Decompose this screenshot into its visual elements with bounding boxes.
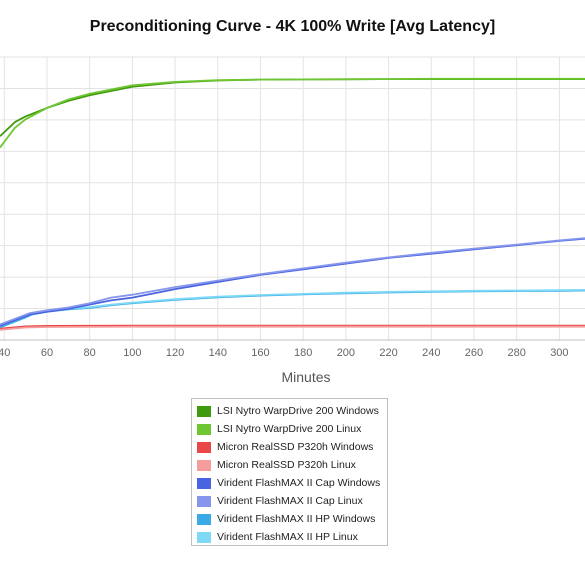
legend-item: Virident FlashMAX II HP Windows [197, 510, 387, 528]
legend-swatch [197, 531, 211, 543]
legend-swatch [197, 477, 211, 489]
series-line-3 [0, 324, 585, 330]
series-line-6 [0, 237, 585, 326]
x-tick-label: 60 [41, 347, 53, 359]
legend-swatch [197, 441, 211, 453]
legend-item: Micron RealSSD P320h Windows [197, 438, 387, 456]
legend-swatch [197, 495, 211, 507]
legend-label: Virident FlashMAX II Cap Linux [217, 495, 363, 507]
legend-label: Micron RealSSD P320h Windows [217, 441, 374, 453]
legend-swatch [197, 513, 211, 525]
series-line-4 [0, 325, 585, 331]
series-line-1 [0, 78, 585, 137]
legend-swatch [197, 423, 211, 435]
legend-label: Virident FlashMAX II HP Windows [217, 513, 376, 525]
x-tick-label: 160 [251, 347, 269, 359]
x-axis-label: Minutes [281, 369, 331, 385]
x-tick-label: 40 [0, 347, 10, 359]
legend-label: Micron RealSSD P320h Linux [217, 459, 356, 471]
x-tick-label: 280 [507, 347, 525, 359]
x-tick-label: 180 [294, 347, 312, 359]
legend-label: LSI Nytro WarpDrive 200 Linux [217, 423, 362, 435]
legend-item: LSI Nytro WarpDrive 200 Windows [197, 402, 387, 420]
x-tick-label: 100 [123, 347, 141, 359]
legend: LSI Nytro WarpDrive 200 Windows LSI Nytro… [191, 398, 388, 546]
x-tick-label: 120 [166, 347, 184, 359]
x-tick-label: 140 [209, 347, 227, 359]
chart-title: Preconditioning Curve - 4K 100% Write [A… [89, 18, 496, 35]
legend-swatch [197, 405, 211, 417]
x-tick-label: 220 [379, 347, 397, 359]
x-tick-label: 80 [84, 347, 96, 359]
series-line-5 [0, 237, 585, 327]
legend-item: Virident FlashMAX II Cap Windows [197, 474, 387, 492]
legend-item: Micron RealSSD P320h Linux [197, 456, 387, 474]
x-tick-label: 200 [337, 347, 355, 359]
legend-swatch [197, 459, 211, 471]
x-tick-label: 260 [465, 347, 483, 359]
legend-label: LSI Nytro WarpDrive 200 Windows [217, 405, 379, 417]
legend-label: Virident FlashMAX II Cap Windows [217, 477, 381, 489]
legend-item: LSI Nytro WarpDrive 200 Linux [197, 420, 387, 438]
legend-item: Virident FlashMAX II HP Linux [197, 528, 387, 546]
legend-item: Virident FlashMAX II Cap Linux [197, 492, 387, 510]
x-tick-label: 300 [550, 347, 568, 359]
legend-label: Virident FlashMAX II HP Linux [217, 531, 358, 543]
series-line-2 [0, 77, 585, 149]
x-tick-label: 240 [422, 347, 440, 359]
